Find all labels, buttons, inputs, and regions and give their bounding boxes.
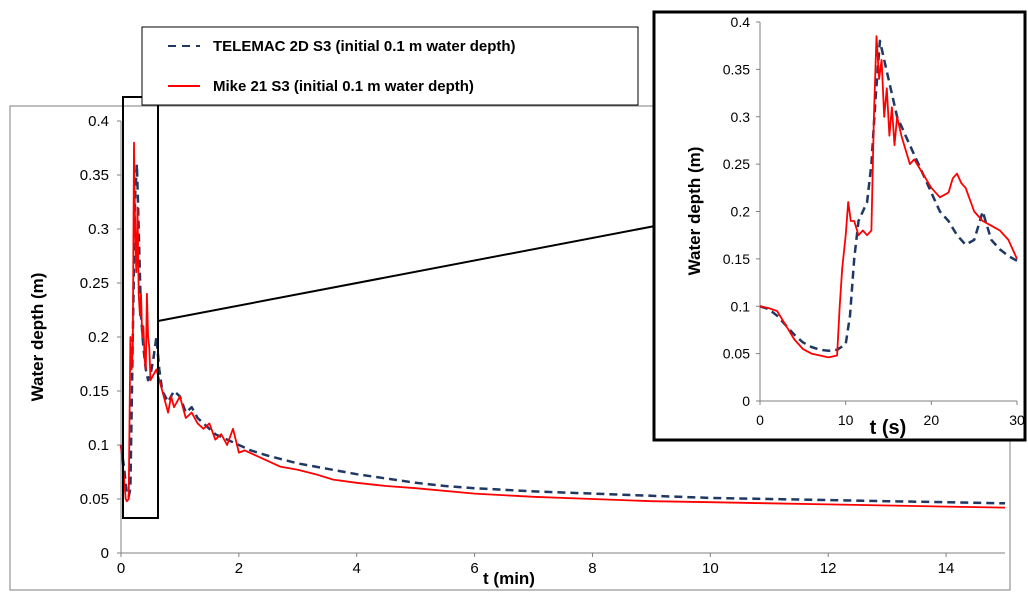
main-x-tick-label: 8 <box>588 560 596 577</box>
main-x-tick-label: 4 <box>353 560 361 577</box>
inset-y-tick-label: 0.2 <box>731 204 751 220</box>
main-x-tick-label: 10 <box>702 560 719 577</box>
inset-x-axis-label: t (s) <box>870 417 907 439</box>
main-y-tick-label: 0.15 <box>80 383 109 400</box>
inset-y-tick-label: 0.05 <box>723 346 750 362</box>
inset-x-tick-label: 10 <box>838 412 854 428</box>
main-x-tick-label: 14 <box>938 560 955 577</box>
main-y-tick-label: 0.3 <box>88 221 109 238</box>
inset-y-tick-label: 0.4 <box>731 14 751 30</box>
main-y-tick-label: 0.35 <box>80 167 109 184</box>
inset-x-tick-label: 30 <box>1009 412 1025 428</box>
zoom-highlight-box <box>122 96 159 519</box>
legend-box <box>141 26 639 106</box>
main-y-tick-label: 0.4 <box>88 113 109 130</box>
inset-series-line-telemac <box>759 39 1018 353</box>
inset-y-axis-label: Water depth (m) <box>685 147 704 276</box>
main-y-tick-label: 0.2 <box>88 329 109 346</box>
main-x-tick-label: 2 <box>235 560 243 577</box>
inset-y-tick-label: 0 <box>742 393 750 409</box>
main-y-tick-label: 0.25 <box>80 275 109 292</box>
inset-x-tick-label: 20 <box>924 412 940 428</box>
main-y-axis-label: Water depth (m) <box>28 273 47 402</box>
inset-x-tick-label: 0 <box>756 412 764 428</box>
legend-label-mike: Mike 21 S3 (initial 0.1 m water depth) <box>213 78 474 95</box>
inset-y-tick-label: 0.3 <box>731 109 751 125</box>
inset-chart: 0 0.05 0.1 0.15 0.2 0.25 0.3 0.35 0.4 0 10 20 30 t … <box>652 10 1027 442</box>
legend: TELEMAC 2D S3 (initial 0.1 m water depth… <box>141 26 639 106</box>
zoom-connector-line <box>157 225 656 322</box>
legend-label-telemac: TELEMAC 2D S3 (initial 0.1 m water depth… <box>213 38 516 55</box>
inset-y-tick-label: 0.35 <box>723 61 750 77</box>
inset-series-line-mike <box>759 35 1018 359</box>
main-x-tick-label: 12 <box>820 560 837 577</box>
main-x-axis-label: t (min) <box>483 569 535 588</box>
main-x-tick-label: 0 <box>117 560 125 577</box>
inset-chart-frame <box>652 10 1027 442</box>
main-y-tick-label: 0 <box>101 545 109 562</box>
inset-y-tick-label: 0.15 <box>723 251 750 267</box>
main-series-line-mike <box>120 141 1006 509</box>
inset-y-tick-label: 0.1 <box>731 298 751 314</box>
main-y-tick-label: 0.05 <box>80 491 109 508</box>
inset-y-tick-label: 0.25 <box>723 156 750 172</box>
main-series-line-telemac <box>119 162 1006 505</box>
main-x-tick-label: 6 <box>470 560 478 577</box>
main-y-tick-label: 0.1 <box>88 437 109 454</box>
